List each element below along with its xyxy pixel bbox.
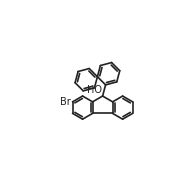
Text: HO: HO bbox=[87, 85, 102, 95]
Text: Br: Br bbox=[60, 97, 71, 107]
